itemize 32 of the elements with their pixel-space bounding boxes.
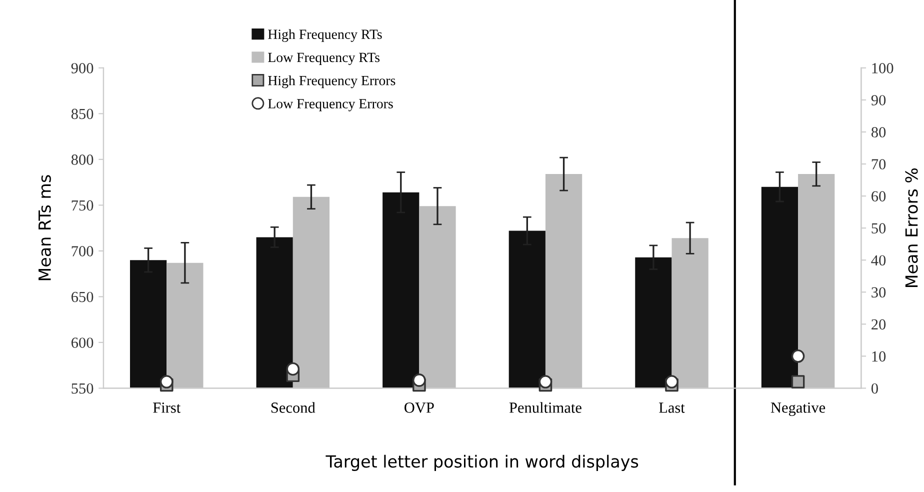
y2-tick-label: 70 [872, 159, 886, 170]
y2-tick-label: 80 [871, 127, 886, 138]
x-tick-label: Penultimate [509, 402, 582, 413]
y2-tick-label: 20 [872, 319, 886, 330]
y2-tick-label: 90 [871, 95, 886, 106]
y2-tick-label: 40 [871, 255, 886, 266]
x-tick-label: OVP [404, 402, 434, 413]
y-tick-label: 800 [71, 154, 94, 165]
y2-tick-label: 10 [872, 351, 886, 362]
y-tick-label: 700 [72, 246, 94, 256]
x-tick-label: Last [659, 402, 685, 413]
x-tick-label: Second [271, 402, 316, 413]
y2-tick-label: 100 [872, 63, 894, 74]
y-tick-label: 550 [72, 383, 94, 394]
y-tick-label: 850 [71, 108, 94, 120]
y-tick-label: 750 [72, 200, 94, 211]
legend-label: Low Frequency RTs [268, 52, 380, 66]
y-tick-label: 600 [72, 338, 94, 348]
y-tick-label: 650 [72, 292, 94, 302]
y2-tick-label: 0 [871, 383, 878, 394]
x-tick-label: First [153, 402, 181, 413]
y2-tick-label: 50 [872, 223, 886, 234]
legend-label: Low Frequency Errors [268, 99, 393, 112]
y2-tick-label: 30 [872, 287, 886, 298]
x-axis-title: Target letter position in word displays [326, 454, 638, 471]
y2-axis-title: Mean Errors % [905, 168, 918, 287]
legend-label: High Frequency RTs [268, 29, 382, 42]
y2-tick-label: 60 [872, 191, 886, 202]
legend-label: High Frequency Errors [268, 76, 396, 88]
y-tick-label: 900 [71, 63, 94, 74]
x-tick-label: Negative [770, 402, 826, 416]
y-axis-title: Mean RTs ms [38, 175, 51, 280]
